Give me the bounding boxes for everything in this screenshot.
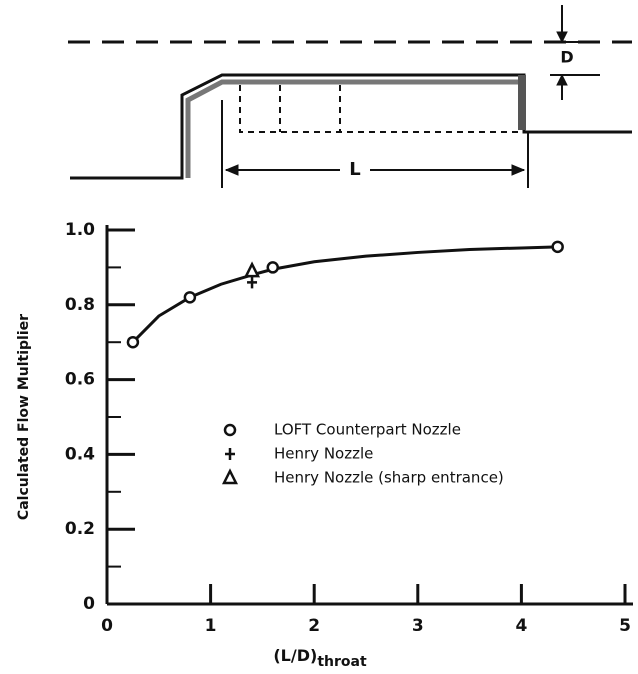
x-tick-label: 4 [515, 616, 527, 636]
x-axis-label-sub: throat [317, 654, 367, 670]
length-dimension [221, 100, 529, 188]
point [244, 261, 261, 278]
diameter-dimension [550, 5, 600, 100]
diameter-label: D [560, 48, 573, 67]
x-tick-label: 5 [619, 616, 631, 636]
diameter-arrows [556, 31, 568, 86]
legend-label: Henry Nozzle [274, 445, 373, 463]
x-axis-label: (L/D)throat [273, 646, 367, 671]
length-arrows [224, 164, 526, 176]
legend-label: LOFT Counterpart Nozzle [274, 421, 461, 439]
length-label: L [349, 159, 360, 180]
end-wall [518, 75, 526, 130]
legend-marker [223, 423, 237, 437]
legend-label: Henry Nozzle (sharp entrance) [274, 469, 504, 487]
y-tick-label: 0.4 [65, 444, 95, 464]
nozzle-wall [70, 73, 632, 180]
x-tick-label: 0 [101, 616, 113, 636]
point [247, 276, 258, 289]
nozzle-diagram [68, 5, 632, 188]
point [551, 240, 564, 254]
fit-curve [131, 245, 558, 344]
wall-hatch [185, 79, 520, 178]
legend-marker [225, 448, 235, 460]
legend-marker [221, 468, 239, 485]
y-axis-label: Calculated Flow Multiplier [16, 314, 32, 520]
x-tick-label: 3 [412, 616, 424, 636]
x-tick-label: 2 [308, 616, 320, 636]
point [183, 291, 197, 304]
inner-dashes [239, 85, 518, 133]
y-tick-label: 0.6 [65, 370, 95, 390]
x-axis-label-main: (L/D) [273, 646, 317, 665]
y-tick-label: 0.2 [65, 519, 95, 539]
x-tick-label: 1 [205, 616, 217, 636]
y-tick-label: 0 [83, 594, 95, 614]
point [126, 335, 140, 349]
point [266, 261, 280, 274]
y-tick-label: 1.0 [65, 220, 95, 240]
y-tick-label: 0.8 [65, 295, 95, 315]
